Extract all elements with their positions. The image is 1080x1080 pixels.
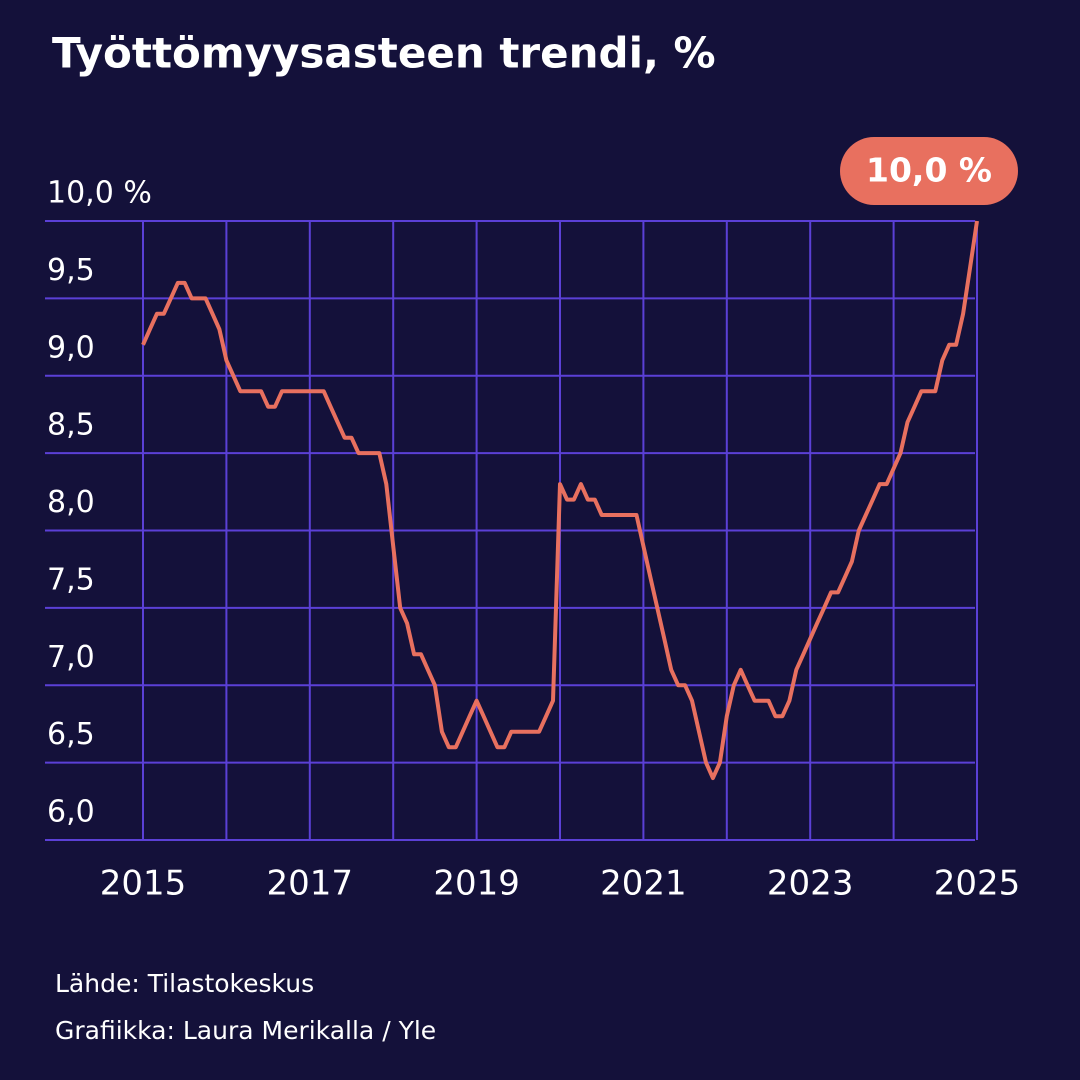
end-label: 10,0 % xyxy=(866,151,992,190)
source: Lähde: Tilastokeskus xyxy=(55,969,314,998)
y-tick-label: 7,0 xyxy=(47,640,95,675)
x-tick-label: 2025 xyxy=(934,864,1021,904)
y-tick-label: 9,0 xyxy=(47,330,95,365)
x-tick-label: 2017 xyxy=(267,864,354,904)
y-tick-label: 6,0 xyxy=(47,795,95,830)
x-tick-label: 2019 xyxy=(433,864,520,904)
x-tick-label: 2023 xyxy=(767,864,854,904)
y-tick-label: 9,5 xyxy=(47,253,95,288)
line xyxy=(141,220,979,781)
credit: Grafiikka: Laura Merikalla / Yle xyxy=(55,1016,436,1045)
y-tick-label: 6,5 xyxy=(47,717,95,752)
x-tick-label: 2015 xyxy=(100,864,187,904)
y-tick-label: 10,0 % xyxy=(47,176,152,211)
end-label-pill xyxy=(840,137,1018,205)
x-tick-label: 2021 xyxy=(600,864,687,904)
chart-title: Työttömyysasteen trendi, % xyxy=(52,29,716,78)
y-tick-label: 8,5 xyxy=(47,408,95,443)
y-tick-label: 8,0 xyxy=(47,485,95,520)
y-tick-label: 7,5 xyxy=(47,562,95,597)
